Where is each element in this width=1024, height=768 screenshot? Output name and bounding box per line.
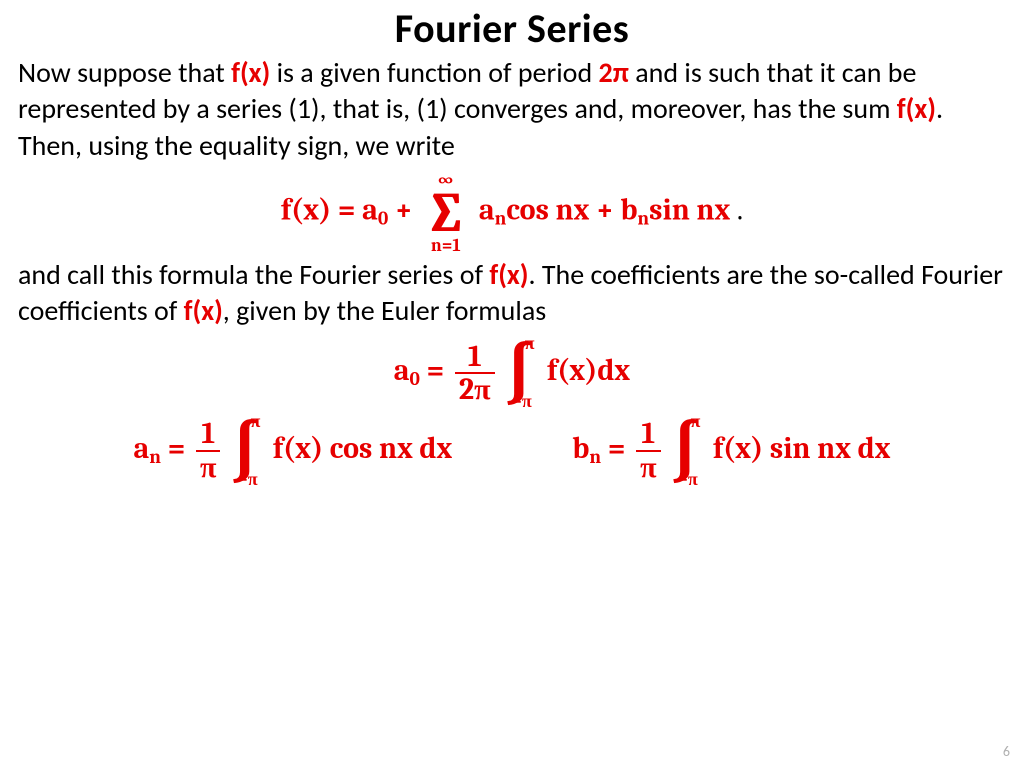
slide: Fourier Series Now suppose that f(x) is …	[0, 0, 1024, 489]
summation-icon: ∞∑n=1	[425, 170, 466, 254]
page-number: 6	[1003, 743, 1010, 760]
plus: +	[388, 193, 419, 228]
text: is a given function of period	[270, 55, 598, 90]
coefficients-paragraph: and call this formula the Fourier series…	[18, 257, 1006, 330]
int-lower: −π	[675, 471, 701, 489]
int-lower: −π	[234, 471, 260, 489]
sub-zero: 0	[378, 207, 388, 230]
a0-formula-row: a0 = 12π π∫−π f(x)dx	[18, 335, 1006, 411]
period: .	[730, 193, 743, 228]
cos-term: cos nx + b	[506, 193, 637, 228]
integrand: f(x) cos nx dx	[266, 431, 452, 466]
sub-n: n	[149, 445, 161, 468]
bn-formula: bn = 1π π∫−π f(x) sin nx dx	[572, 413, 890, 489]
an-bn-formula-row: an = 1ππ∫−π f(x) cos nx dx bn = 1ππ∫−π f…	[18, 413, 1006, 489]
term-a: a	[472, 193, 494, 228]
an-formula: an = 1π π∫−π f(x) cos nx dx	[134, 413, 453, 489]
numerator: 1	[196, 418, 220, 450]
page-title: Fourier Series	[18, 4, 1006, 53]
period-highlight: 2π	[599, 55, 629, 90]
integral-icon: π∫−π	[671, 413, 701, 489]
formula-lhs: f(x) = a	[281, 193, 378, 228]
a0-formula: a0 = 12π π∫−π f(x)dx	[394, 335, 630, 411]
fx-highlight: f(x)	[489, 257, 528, 292]
fraction: 1π	[636, 418, 660, 483]
fx-highlight: f(x)	[184, 293, 223, 328]
fraction: 12π	[455, 341, 495, 406]
int-lower: −π	[509, 393, 535, 411]
sub-n: n	[589, 445, 601, 468]
integral-icon: π∫−π	[505, 335, 535, 411]
fourier-series-formula: f(x) = a0 + ∞∑n=1 ancos nx + bnsin nx .	[281, 170, 743, 254]
equals: =	[601, 431, 632, 466]
text: Now suppose that	[18, 55, 231, 90]
lhs: b	[572, 431, 589, 466]
sub-zero: 0	[410, 367, 420, 390]
sin-term: sin nx	[649, 193, 730, 228]
numerator: 1	[636, 418, 660, 450]
denominator: 2π	[455, 372, 495, 406]
denominator: π	[196, 450, 220, 484]
numerator: 1	[455, 341, 495, 373]
integrand: f(x)dx	[540, 353, 630, 388]
text: and call this formula the Fourier series…	[18, 257, 489, 292]
sum-lower: n=1	[425, 237, 466, 255]
series-formula-row: f(x) = a0 + ∞∑n=1 ancos nx + bnsin nx .	[18, 170, 1006, 254]
equals: =	[161, 431, 192, 466]
lhs: a	[134, 431, 150, 466]
sub-n: n	[637, 207, 649, 230]
lhs: a	[394, 353, 410, 388]
text: , given by the Euler formulas	[223, 293, 546, 328]
integrand: f(x) sin nx dx	[706, 431, 890, 466]
intro-paragraph: Now suppose that f(x) is a given functio…	[18, 55, 1006, 164]
sigma-icon: ∑	[425, 188, 466, 238]
equals: =	[420, 353, 451, 388]
denominator: π	[636, 450, 660, 484]
sub-n: n	[495, 207, 507, 230]
fraction: 1π	[196, 418, 220, 483]
fx-highlight: f(x)	[897, 91, 936, 126]
fx-highlight: f(x)	[231, 55, 270, 90]
integral-icon: π∫−π	[230, 413, 260, 489]
